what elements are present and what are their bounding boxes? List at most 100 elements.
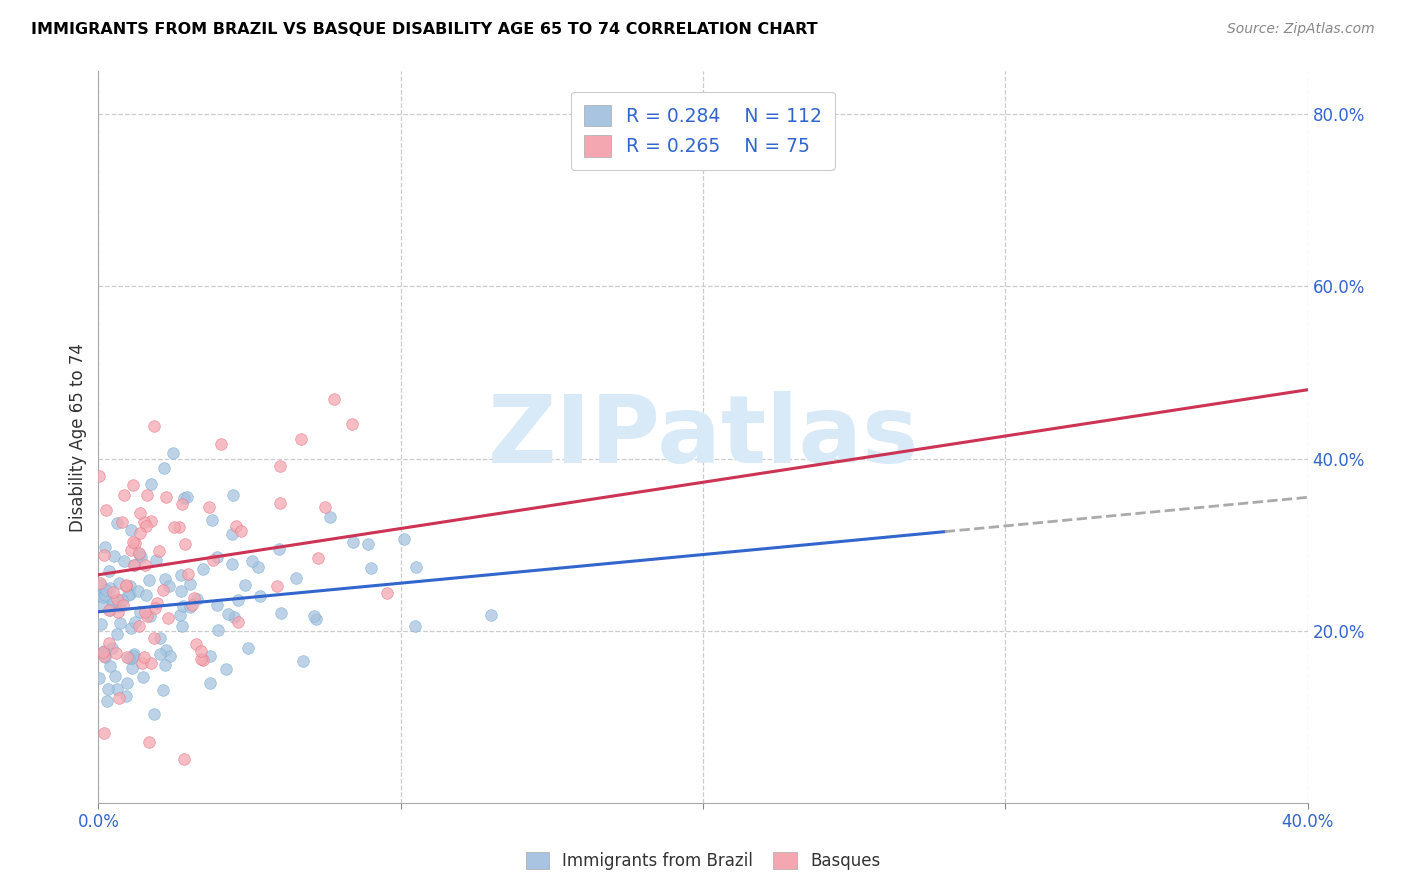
Point bbox=[135, 519, 157, 533]
Point bbox=[108, 615, 131, 630]
Point bbox=[93, 541, 115, 555]
Point bbox=[193, 653, 215, 667]
Point bbox=[121, 648, 143, 663]
Point bbox=[115, 649, 138, 664]
Point bbox=[198, 676, 221, 690]
Point bbox=[174, 537, 197, 551]
Point bbox=[205, 598, 228, 612]
Point bbox=[322, 392, 344, 407]
Point bbox=[120, 523, 142, 537]
Point bbox=[392, 532, 415, 546]
Point bbox=[103, 598, 125, 612]
Point bbox=[152, 583, 174, 598]
Point bbox=[290, 432, 312, 446]
Point bbox=[211, 437, 233, 451]
Point bbox=[291, 654, 314, 668]
Point bbox=[136, 609, 159, 624]
Point bbox=[180, 599, 202, 613]
Point bbox=[128, 506, 150, 520]
Point bbox=[121, 661, 143, 675]
Point bbox=[128, 547, 150, 561]
Point bbox=[153, 572, 176, 586]
Point bbox=[107, 605, 129, 619]
Point bbox=[221, 488, 243, 502]
Point bbox=[112, 488, 135, 502]
Point bbox=[305, 612, 328, 626]
Point bbox=[139, 514, 162, 528]
Point bbox=[170, 584, 193, 599]
Point bbox=[122, 647, 145, 661]
Point bbox=[269, 495, 291, 509]
Point bbox=[93, 646, 115, 660]
Point bbox=[132, 670, 155, 684]
Point bbox=[118, 579, 141, 593]
Point bbox=[97, 682, 120, 697]
Point bbox=[170, 619, 193, 633]
Point bbox=[93, 549, 115, 563]
Point bbox=[238, 641, 260, 656]
Point bbox=[404, 618, 426, 632]
Point bbox=[91, 645, 114, 659]
Point bbox=[98, 636, 121, 650]
Point bbox=[155, 658, 177, 673]
Point bbox=[115, 579, 138, 593]
Y-axis label: Disability Age 65 to 74: Disability Age 65 to 74 bbox=[69, 343, 87, 532]
Point bbox=[89, 588, 111, 602]
Point bbox=[155, 643, 177, 657]
Point bbox=[190, 644, 212, 658]
Point bbox=[146, 596, 169, 610]
Point bbox=[179, 600, 201, 615]
Point bbox=[235, 578, 257, 592]
Point bbox=[120, 542, 142, 557]
Point bbox=[127, 584, 149, 599]
Point bbox=[162, 445, 184, 459]
Point bbox=[120, 621, 142, 635]
Point bbox=[104, 668, 127, 682]
Point bbox=[135, 488, 157, 502]
Point bbox=[229, 524, 252, 539]
Point bbox=[87, 671, 110, 685]
Point bbox=[184, 637, 207, 651]
Point bbox=[155, 490, 177, 504]
Point bbox=[156, 611, 179, 625]
Point bbox=[205, 549, 228, 564]
Point bbox=[139, 477, 162, 491]
Point bbox=[163, 520, 186, 534]
Point bbox=[97, 564, 120, 578]
Point bbox=[103, 595, 125, 609]
Point bbox=[87, 468, 110, 483]
Point bbox=[138, 573, 160, 587]
Point bbox=[114, 689, 136, 703]
Point bbox=[111, 515, 134, 529]
Point bbox=[217, 607, 239, 622]
Point bbox=[89, 576, 111, 591]
Point bbox=[173, 491, 195, 505]
Point bbox=[169, 520, 191, 534]
Point bbox=[115, 676, 138, 690]
Point bbox=[270, 606, 292, 620]
Point bbox=[269, 458, 291, 473]
Point bbox=[93, 649, 115, 664]
Point bbox=[101, 641, 124, 656]
Point bbox=[138, 609, 160, 624]
Point bbox=[131, 656, 153, 670]
Point bbox=[122, 558, 145, 572]
Legend: Immigrants from Brazil, Basques: Immigrants from Brazil, Basques bbox=[519, 845, 887, 877]
Point bbox=[142, 706, 165, 721]
Point bbox=[201, 513, 224, 527]
Point bbox=[405, 560, 427, 574]
Point bbox=[101, 593, 124, 607]
Point bbox=[105, 682, 128, 697]
Point bbox=[285, 570, 308, 584]
Point bbox=[134, 558, 156, 572]
Point bbox=[481, 607, 503, 622]
Point bbox=[90, 578, 112, 592]
Point bbox=[267, 541, 290, 556]
Point bbox=[122, 558, 145, 572]
Point bbox=[112, 554, 135, 568]
Point bbox=[221, 527, 243, 541]
Point bbox=[107, 599, 129, 614]
Point bbox=[139, 657, 162, 671]
Point bbox=[249, 589, 271, 603]
Point bbox=[94, 582, 117, 597]
